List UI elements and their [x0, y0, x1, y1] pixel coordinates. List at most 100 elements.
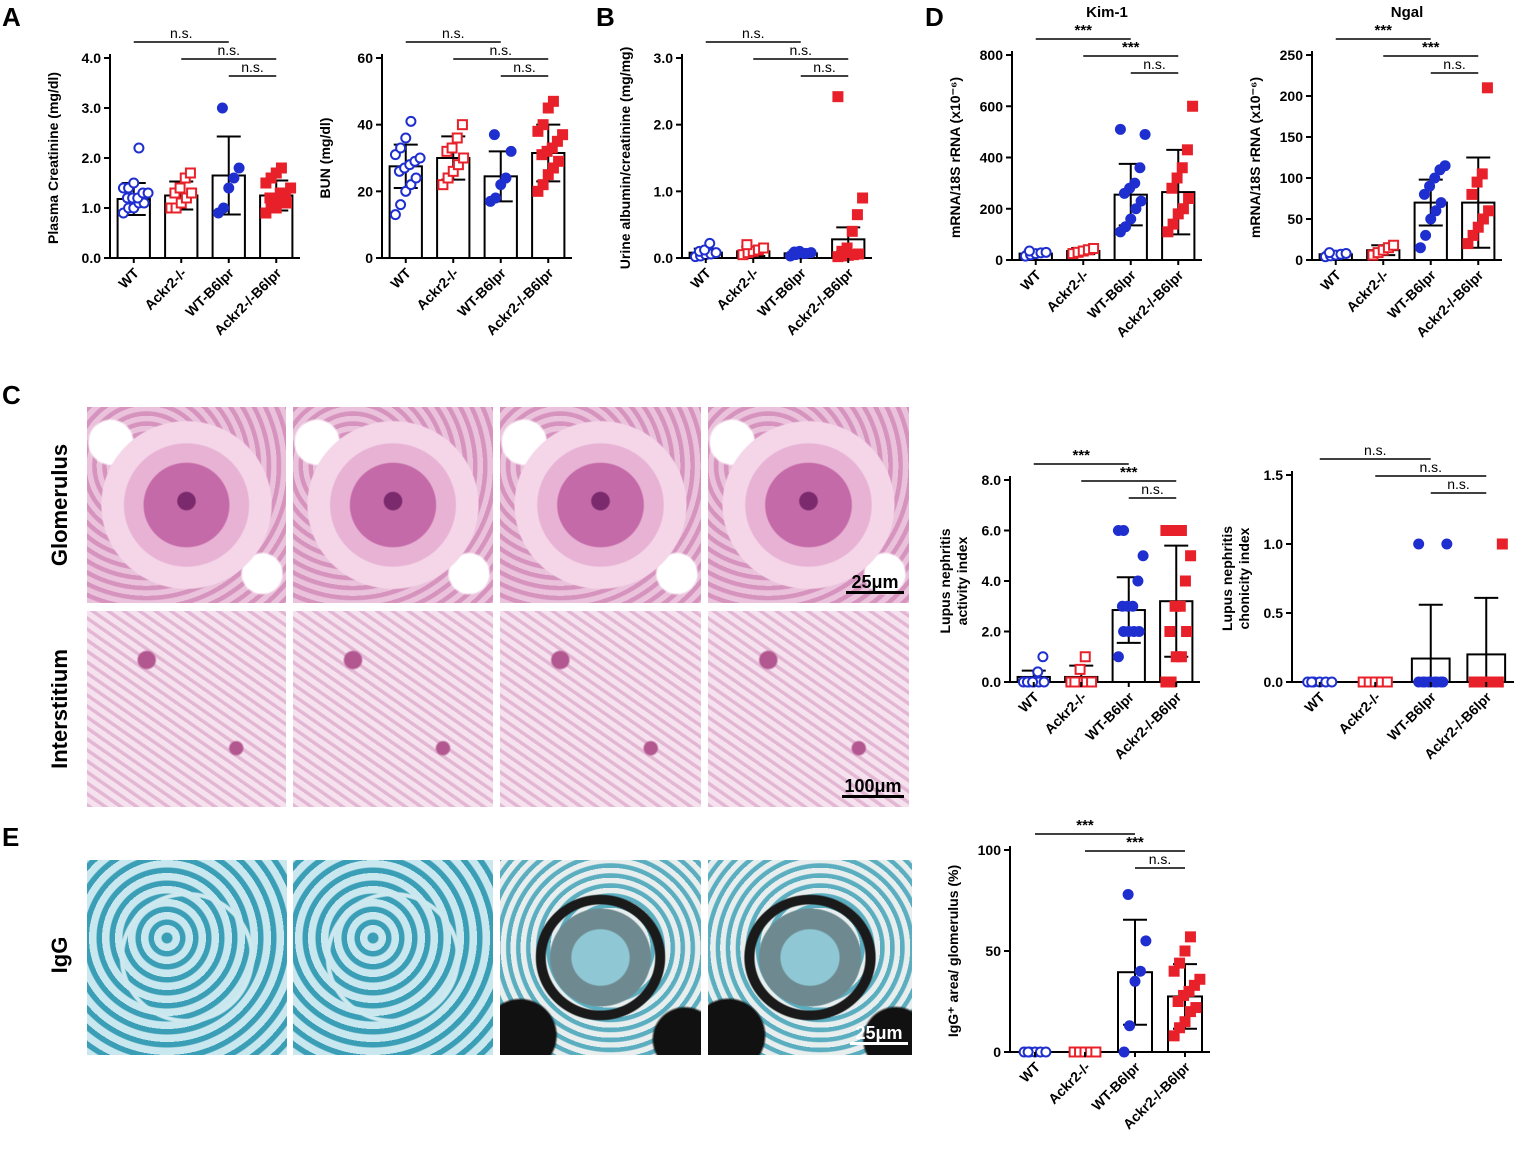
data-point — [1164, 626, 1176, 637]
y-tick-label: 0 — [1295, 252, 1303, 268]
y-tick-label: 800 — [980, 47, 1004, 63]
x-tick-label: WT — [1015, 688, 1042, 715]
x-tick-label: WT — [1317, 266, 1344, 293]
data-point — [216, 102, 228, 114]
micrograph-interstitium-wt — [87, 611, 286, 807]
y-tick-label: 50 — [1287, 211, 1303, 227]
data-point — [1190, 1002, 1202, 1014]
micrograph-glomerulus-ackr2 — [293, 407, 493, 603]
micrograph-igg-ackr2-b6lpr: 25μm — [708, 860, 912, 1055]
data-point — [1417, 676, 1429, 688]
x-tick-label: Ackr2-/- — [1043, 267, 1091, 315]
data-point — [133, 197, 145, 209]
bar — [1366, 249, 1401, 262]
data-point — [1474, 676, 1486, 688]
data-point — [1124, 182, 1136, 194]
x-tick-label: Ackr2-/-B6lpr — [1113, 266, 1187, 340]
data-point — [1462, 238, 1474, 250]
data-point — [285, 182, 297, 194]
data-point — [1069, 676, 1081, 688]
data-point — [1418, 188, 1430, 200]
x-tick-label: WT — [115, 264, 142, 291]
micrograph-glomerulus-ackr2-b6lpr: 25μm — [708, 407, 909, 603]
data-point — [1160, 676, 1172, 688]
data-point — [400, 185, 412, 197]
bar — [1410, 657, 1451, 683]
y-tick-label: 2.0 — [654, 117, 674, 133]
data-point — [495, 179, 507, 191]
data-point — [805, 247, 817, 259]
data-point — [1077, 245, 1089, 257]
y-axis-label-line: Urine albumin/creatinine (mg/mg) — [617, 47, 633, 269]
bar — [1161, 191, 1196, 261]
y-axis-label: BUN (mg/dl) — [317, 118, 333, 199]
y-tick-label: 1.5 — [1264, 467, 1284, 483]
significance-label: *** — [1374, 22, 1392, 39]
data-point — [1127, 600, 1139, 612]
data-point — [1492, 676, 1504, 688]
y-tick-label: 20 — [357, 183, 373, 199]
data-point — [1170, 525, 1182, 536]
chart-title: Ngal — [1391, 4, 1424, 21]
x-tick-label: Ackr2-/- — [413, 265, 461, 313]
data-point — [399, 162, 411, 174]
data-point — [184, 167, 196, 179]
data-point — [836, 245, 848, 257]
x-tick-label: Ackr2-/- — [1335, 689, 1383, 737]
data-point — [1075, 676, 1087, 688]
significance-label: *** — [1074, 22, 1092, 39]
data-point — [1476, 168, 1488, 180]
data-point — [1178, 989, 1190, 1001]
data-point — [1323, 247, 1335, 259]
data-point — [1481, 82, 1493, 94]
y-axis-label-line: mRNA/18S rRNA (x10⁻⁶) — [1247, 77, 1263, 238]
x-tick-label: Ackr2-/- — [1041, 689, 1089, 737]
data-point — [1441, 538, 1453, 550]
data-point — [1019, 250, 1031, 262]
data-point — [1429, 172, 1441, 184]
data-point — [547, 162, 559, 174]
data-point — [1183, 193, 1195, 204]
data-point — [1112, 525, 1124, 536]
data-point — [1419, 676, 1431, 688]
data-point — [1068, 1046, 1080, 1058]
data-point — [846, 225, 858, 237]
row-label-interstitium: Interstitium — [47, 649, 72, 769]
data-point — [279, 187, 291, 199]
data-point — [1335, 248, 1347, 260]
x-tick-label: Ackr2-/-B6lpr — [211, 264, 285, 338]
data-point — [270, 167, 282, 179]
x-tick-label: Ackr2-/-B6lpr — [1413, 266, 1487, 340]
data-point — [693, 245, 705, 257]
data-point — [1496, 538, 1508, 550]
y-tick-label: 2.0 — [982, 624, 1002, 640]
bar — [1466, 653, 1507, 684]
data-point — [212, 207, 224, 219]
data-point — [1472, 221, 1484, 233]
data-point — [1074, 663, 1086, 675]
significance-label: n.s. — [1143, 56, 1166, 72]
bar — [736, 250, 771, 259]
data-point — [500, 172, 512, 184]
data-point — [1179, 945, 1191, 957]
data-point — [1175, 651, 1187, 663]
data-point — [1169, 600, 1181, 612]
data-point — [1168, 965, 1180, 977]
micrograph-glomerulus-wt — [87, 407, 286, 603]
data-point — [1040, 246, 1052, 258]
data-point — [532, 125, 544, 137]
y-axis-label-line: Lupus nephritis — [937, 528, 953, 633]
data-point — [1025, 249, 1037, 261]
bar — [388, 165, 423, 259]
data-point — [542, 102, 554, 114]
data-point — [1423, 676, 1435, 688]
data-point — [832, 251, 844, 263]
data-point — [1130, 203, 1142, 215]
data-point — [1435, 676, 1447, 688]
data-point — [1183, 985, 1195, 997]
significance-label: n.s. — [1419, 459, 1442, 475]
significance-label: n.s. — [1364, 442, 1387, 458]
data-point — [1022, 1046, 1034, 1058]
data-point — [223, 182, 235, 194]
data-point — [165, 202, 177, 214]
